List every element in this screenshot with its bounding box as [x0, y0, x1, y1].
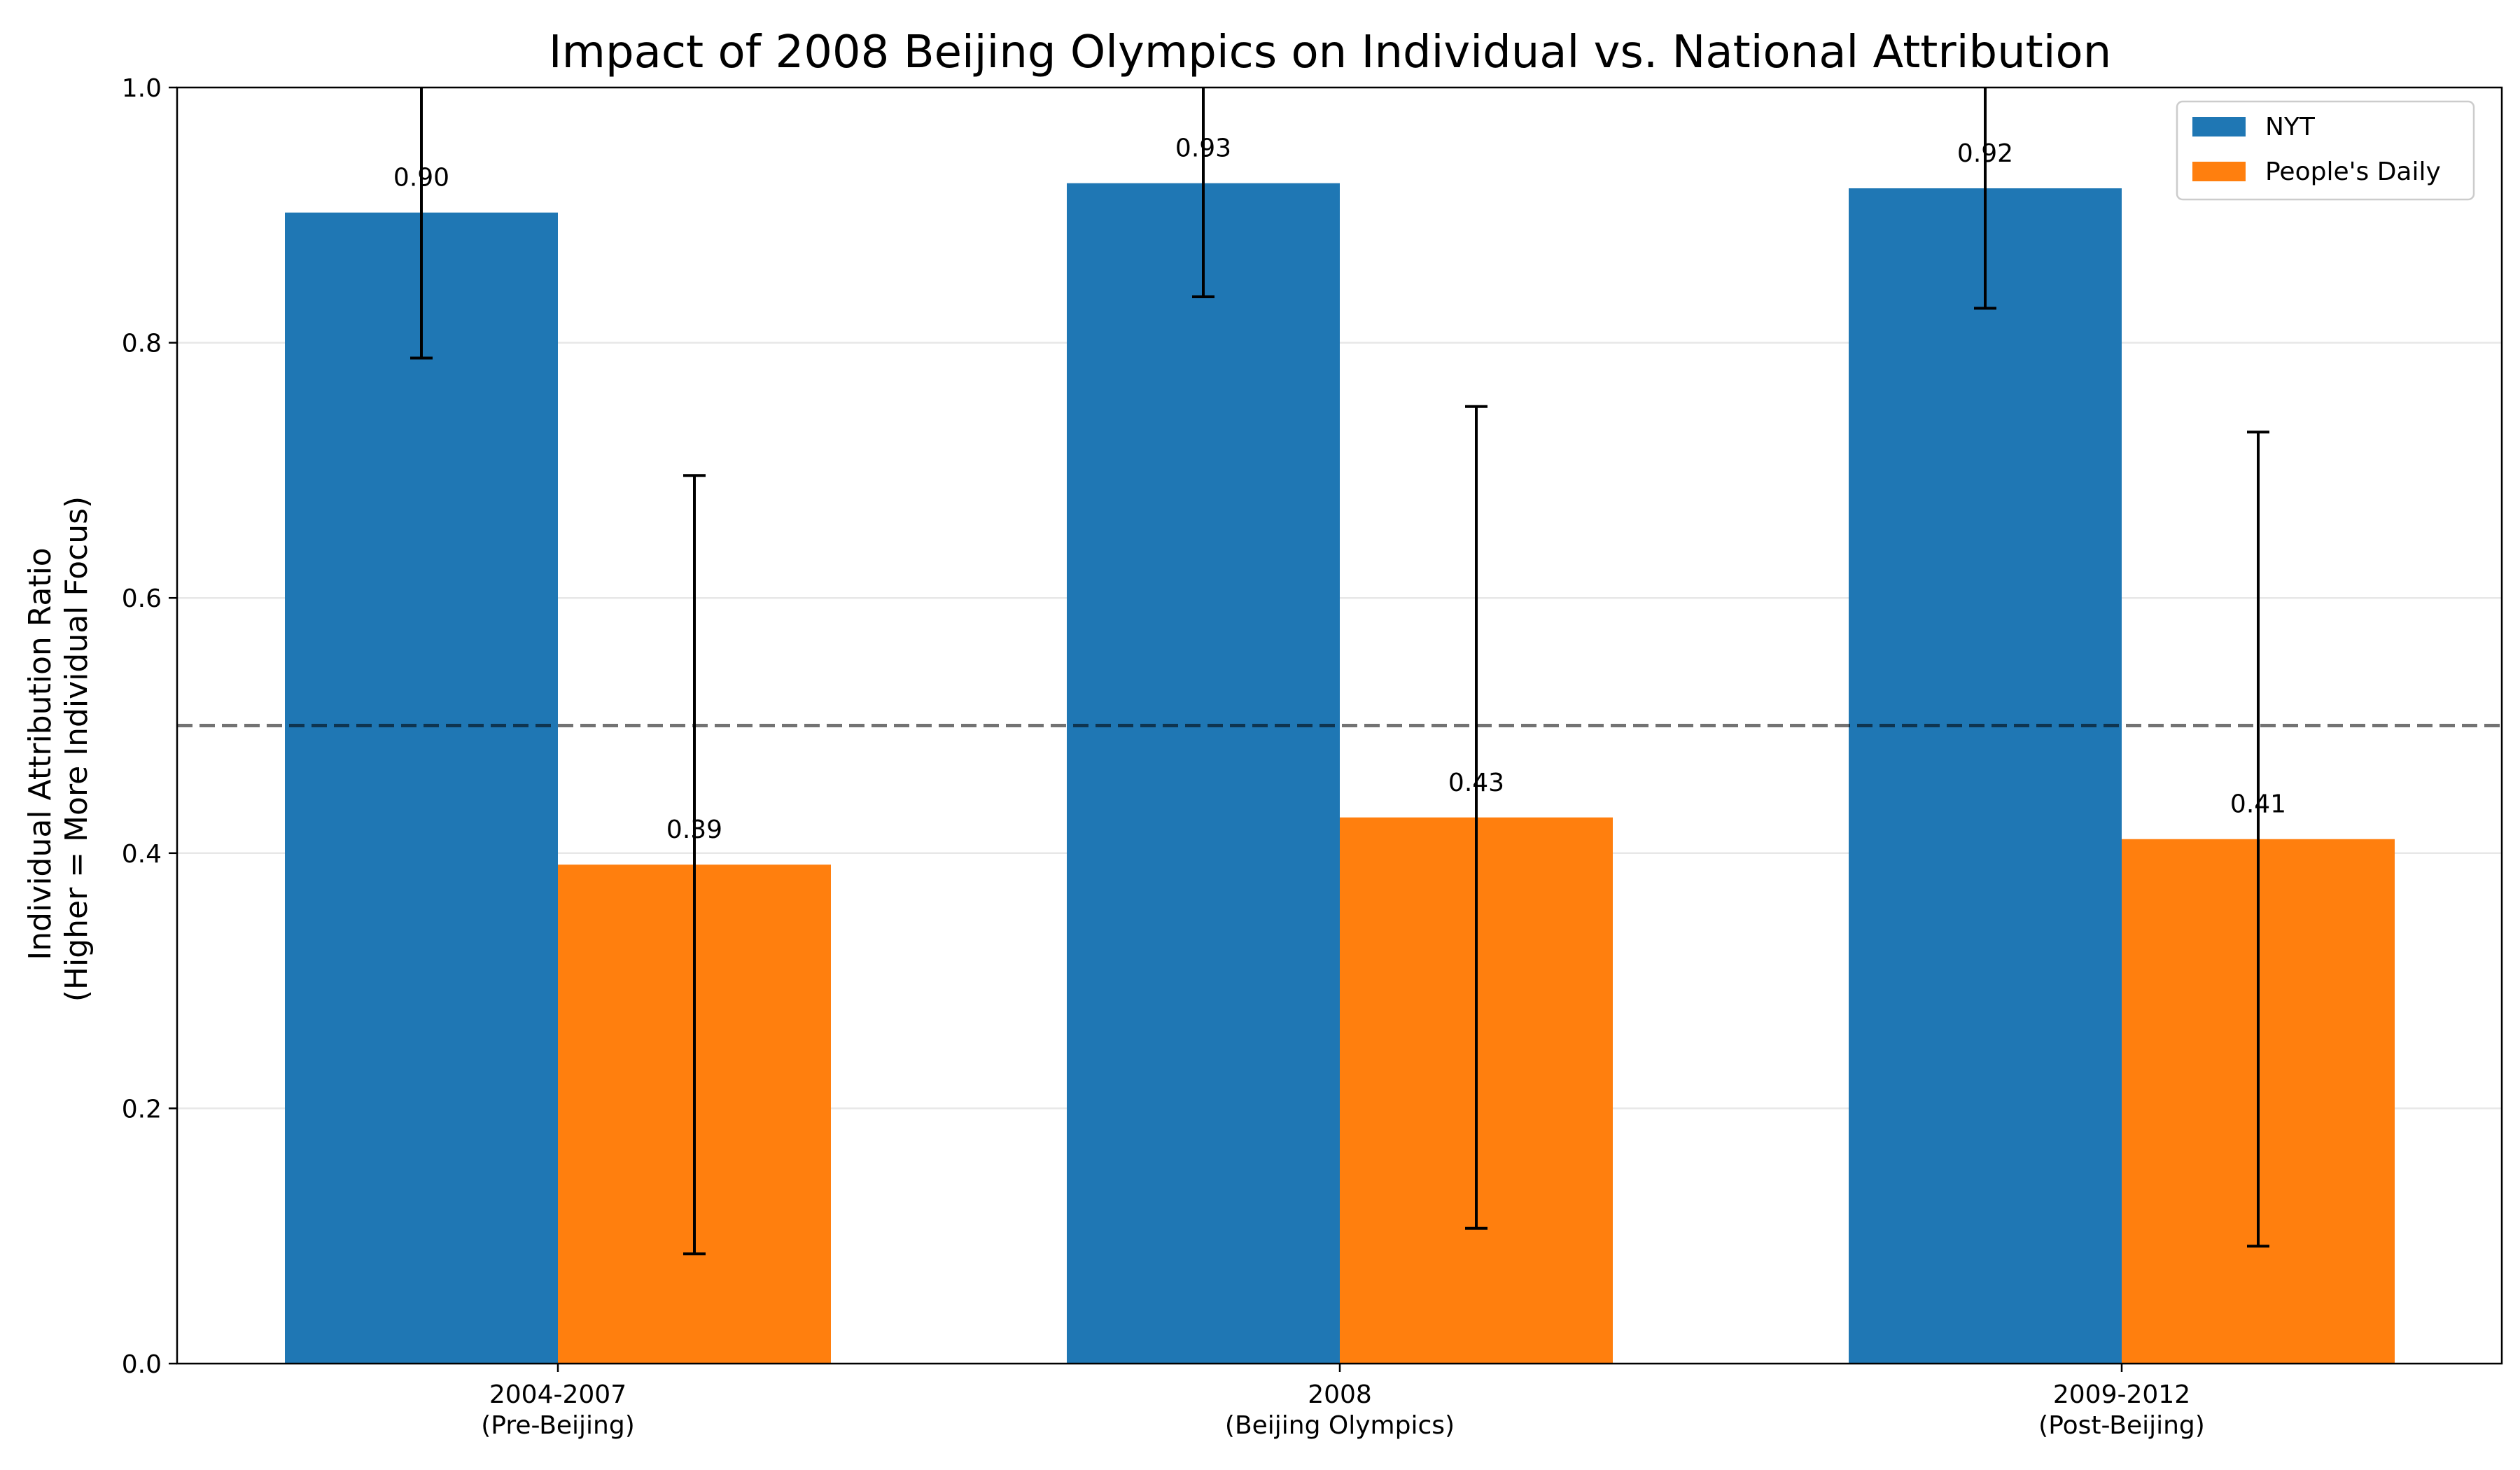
y-tick-label: 0.6: [122, 584, 162, 613]
y-tick-label: 0.2: [122, 1095, 162, 1124]
y-axis-label-line1: Individual Attribution Ratio: [22, 547, 58, 960]
bars-layer: [285, 183, 2395, 1364]
legend-swatch-nyt: [2192, 117, 2246, 136]
y-axis-label: Individual Attribution Ratio (Higher = M…: [22, 496, 94, 1002]
value-label: 0.39: [666, 816, 722, 844]
y-tick-label: 0.4: [122, 840, 162, 869]
value-label: 0.92: [1957, 139, 2013, 168]
legend-swatch-peoples-daily: [2192, 162, 2246, 181]
chart-title: Impact of 2008 Beijing Olympics on Indiv…: [549, 27, 2112, 78]
y-axis-label-line2: (Higher = More Individual Focus): [59, 496, 94, 1002]
value-label: 0.41: [2230, 790, 2286, 819]
legend-label-peoples-daily: People's Daily: [2265, 158, 2441, 186]
x-tick-label: 2004-2007: [489, 1380, 626, 1409]
x-tick-label: 2009-2012: [2053, 1380, 2190, 1409]
bar: [1849, 188, 2122, 1364]
bar: [1067, 183, 1340, 1364]
value-label: 0.93: [1175, 134, 1231, 163]
y-tick-label: 1.0: [122, 74, 162, 103]
x-tick-sublabel: (Pre-Beijing): [481, 1411, 635, 1440]
value-label: 0.90: [393, 164, 449, 192]
value-label: 0.43: [1448, 769, 1504, 797]
y-tick-label: 0.8: [122, 330, 162, 358]
legend: NYT People's Daily: [2177, 102, 2474, 200]
x-tick-sublabel: (Post-Beijing): [2038, 1411, 2205, 1440]
legend-label-nyt: NYT: [2265, 113, 2316, 141]
x-tick-sublabel: (Beijing Olympics): [1225, 1411, 1455, 1440]
bar: [285, 213, 558, 1364]
x-tick-label: 2008: [1308, 1380, 1372, 1409]
y-tick-label: 0.0: [122, 1350, 162, 1379]
